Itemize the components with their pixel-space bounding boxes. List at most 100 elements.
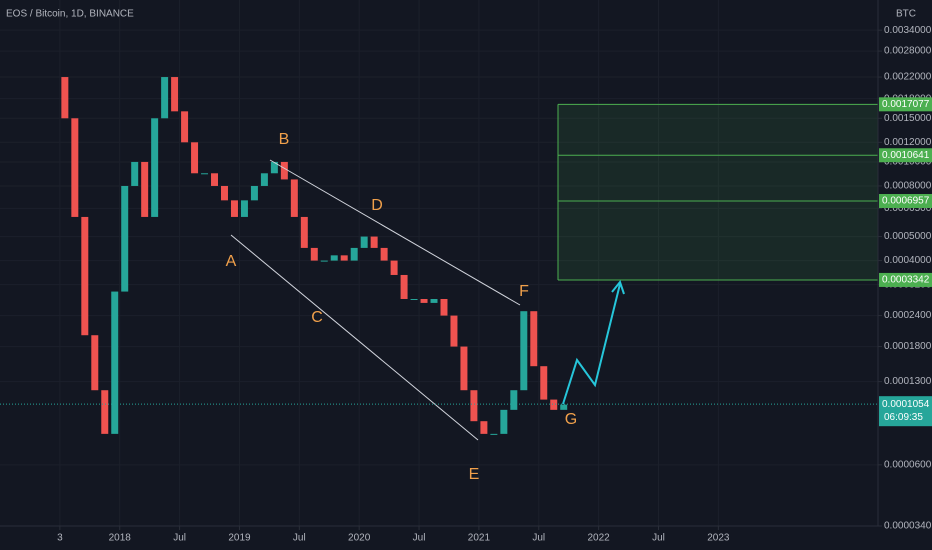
y-tick-label: 0.0001300 [884, 376, 932, 387]
candle-body [131, 161, 139, 186]
y-tick-label: 0.0008000 [884, 181, 932, 192]
wave-label: E [469, 466, 480, 483]
x-tick-label: Jul [173, 533, 186, 544]
candle-body [81, 216, 89, 336]
candle-body [450, 315, 458, 347]
candle-body [430, 298, 438, 303]
channel-upper [269, 159, 521, 306]
channel-lower [230, 234, 479, 441]
candle-body [400, 274, 408, 299]
candle-body [390, 260, 398, 275]
countdown-label: 06:09:35 [884, 412, 923, 423]
last-price-label: 0.0001054 [882, 399, 930, 410]
candle-body [91, 335, 99, 391]
candle-body [540, 366, 548, 400]
candle-body [300, 216, 308, 248]
candle-body [230, 200, 238, 217]
wave-label: F [519, 283, 529, 300]
x-tick-label: 2018 [109, 533, 132, 544]
candle-body [510, 390, 518, 410]
arrow-head [611, 279, 625, 295]
candle-body [151, 118, 159, 217]
y-tick-label: 0.0001800 [884, 341, 932, 352]
wave-label: A [226, 253, 237, 270]
y-tick-label: 0.0028000 [884, 46, 932, 57]
candle-body [490, 433, 498, 435]
candle-body [240, 200, 248, 217]
candle-body [350, 247, 358, 261]
x-tick-label: Jul [652, 533, 665, 544]
y-unit: BTC [896, 9, 916, 20]
candle-body [380, 247, 388, 261]
candle-body [71, 118, 79, 217]
y-tick-label: 0.0000340 [884, 521, 932, 532]
candle-body [101, 390, 109, 434]
level-label: 0.0003342 [882, 275, 930, 286]
y-tick-label: 0.0034000 [884, 25, 932, 36]
candle-body [470, 390, 478, 422]
candle-body [340, 255, 348, 261]
candle-body [161, 77, 169, 119]
wave-label: C [311, 309, 323, 326]
y-tick-label: 0.0015000 [884, 113, 932, 124]
candle-body [480, 421, 488, 434]
y-tick-label: 0.0002400 [884, 310, 932, 321]
level-label: 0.0006957 [882, 196, 930, 207]
wave-label: D [371, 197, 383, 214]
last-price-bg [879, 396, 932, 427]
candle-body [320, 260, 328, 262]
candle-body [191, 142, 199, 174]
candle-body [201, 173, 209, 175]
level-label: 0.0010641 [882, 150, 930, 161]
candle-body [61, 77, 69, 119]
candles [61, 77, 568, 435]
y-tick-label: 0.0022000 [884, 72, 932, 83]
candle-body [560, 404, 568, 410]
x-tick-label: 2020 [348, 533, 371, 544]
target-zone [557, 103, 878, 281]
x-tick-label: Jul [293, 533, 306, 544]
level-label-bg [879, 97, 932, 112]
candle-body [530, 311, 538, 367]
price-labels: 0.0017077 0.0010641 0.0006957 0.0003342 0.00… [0, 97, 932, 427]
level-label-bg [879, 194, 932, 209]
candle-body [280, 161, 288, 180]
level-label-bg [879, 272, 932, 287]
x-tick-label: 2021 [468, 533, 491, 544]
candle-body [410, 298, 418, 300]
candle-body [440, 298, 448, 316]
candle-body [211, 173, 219, 186]
zone-box [558, 104, 878, 280]
level-label-bg [879, 148, 932, 163]
candle-body [360, 236, 368, 248]
candle-body [141, 161, 149, 217]
y-tick-label: 0.0004000 [884, 255, 932, 266]
y-tick-label: 0.0012000 [884, 137, 932, 148]
x-tick-label: 2023 [707, 533, 730, 544]
candle-body [330, 255, 338, 261]
chart-title: EOS / Bitcoin, 1D, BINANCE [6, 9, 134, 20]
candle-body [460, 346, 468, 391]
candle-body [310, 247, 318, 261]
wave-label: B [279, 131, 290, 148]
candle-body [370, 236, 378, 248]
candle-body [111, 291, 119, 434]
y-tick-label: 0.0005000 [884, 231, 932, 242]
y-tick-label: 0.0000600 [884, 459, 932, 470]
x-tick-label: Jul [532, 533, 545, 544]
candle-body [181, 111, 189, 143]
candle-body [420, 298, 428, 303]
x-tick-label: 2022 [588, 533, 611, 544]
x-tick-label: 3 [57, 533, 63, 544]
candle-body [250, 185, 258, 201]
candle-body [520, 311, 528, 391]
x-tick-label: 2019 [228, 533, 251, 544]
wave-label: G [565, 411, 577, 428]
candle-body [290, 179, 298, 217]
candle-body [260, 173, 268, 186]
candle-body [270, 161, 278, 174]
level-label: 0.0017077 [882, 99, 930, 110]
candle-body [550, 399, 558, 410]
